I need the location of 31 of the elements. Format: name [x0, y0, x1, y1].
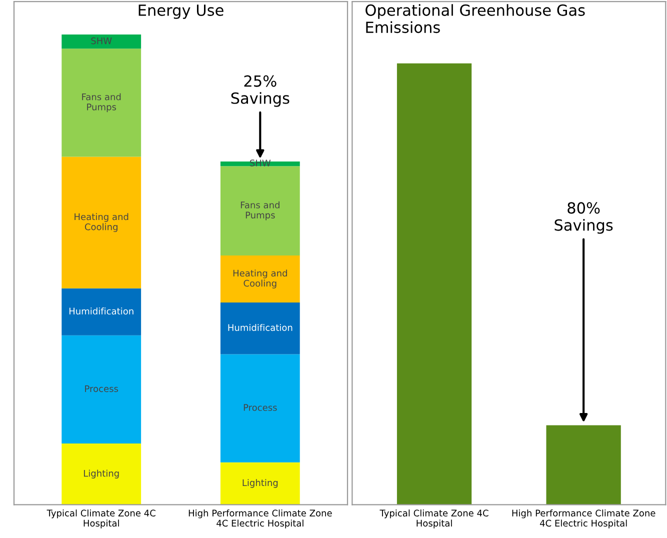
bar [220, 302, 300, 354]
series-label: Heating and Cooling [74, 213, 128, 232]
text: Process [85, 385, 118, 392]
series-label: SHW [250, 160, 271, 166]
bar [62, 335, 142, 444]
chart-title: Energy Use [138, 4, 224, 19]
bar [220, 166, 300, 256]
x-tick-label: High Performance Climate Zone 4C Electric Hospital [512, 510, 656, 528]
series-label: Process [244, 404, 277, 411]
annotation: 80% Savings [554, 202, 613, 234]
bar [62, 156, 142, 288]
bar [62, 34, 142, 49]
bar [62, 288, 142, 336]
text: Heating and Cooling [233, 270, 287, 288]
chart-title: Operational Greenhouse Gas Emissions [366, 4, 585, 34]
bar [220, 255, 300, 302]
series-label: Humidification [228, 324, 292, 331]
text: Fans and Pumps [240, 201, 280, 220]
series-label: Fans and Pumps [82, 93, 121, 112]
text: Humidification [69, 308, 134, 315]
text: Lighting [84, 470, 119, 478]
bar [220, 354, 300, 462]
bar [62, 48, 142, 157]
x-tick-label: Typical Climate Zone 4C Hospital [46, 510, 156, 528]
x-tick-label: Typical Climate Zone 4C Hospital [380, 510, 488, 528]
series-label: Lighting [242, 479, 278, 488]
bar [220, 462, 300, 505]
bar [62, 444, 142, 505]
annotation: 25% Savings [231, 75, 290, 107]
x-tick-label: High Performance Climate Zone 4C Electric Hospital [188, 510, 332, 528]
text: SHW [91, 37, 112, 44]
